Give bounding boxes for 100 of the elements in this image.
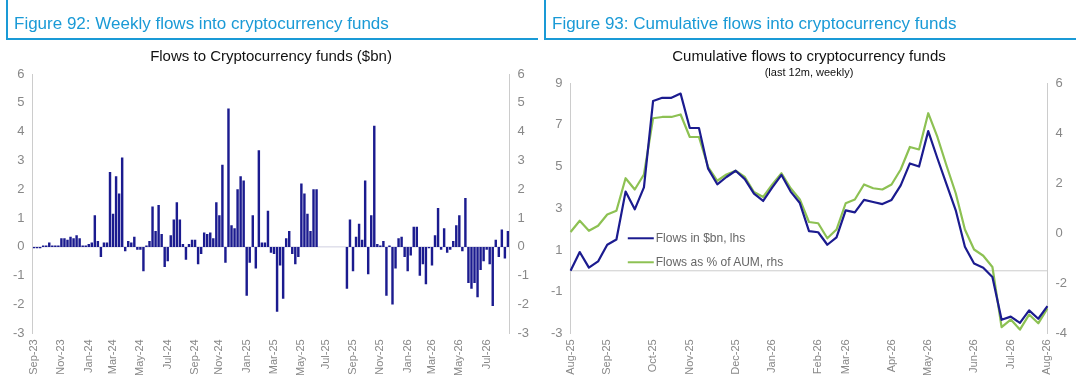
x-tick-label: Nov-25 (373, 339, 386, 375)
x-tick-label: Nov-24 (212, 339, 225, 375)
x-tick-label: Jan-26 (765, 339, 778, 373)
y-tick-label: 1 (17, 209, 25, 225)
bar (75, 235, 78, 247)
x-tick-label: Sep-23 (27, 339, 40, 375)
y-tick-label: -3 (13, 324, 25, 340)
bar (227, 108, 230, 247)
y-tick-label: 5 (17, 94, 25, 110)
x-tick-label: Jan-24 (81, 339, 94, 373)
bar (242, 180, 245, 247)
chart-subtitle: Flows to Cryptocurrency funds ($bn) (150, 47, 392, 65)
y2-tick-label: 2 (517, 180, 525, 196)
y-tick-label: 7 (555, 116, 563, 132)
bar (224, 246, 227, 263)
bar (60, 238, 63, 247)
y2-tick-label: 0 (517, 238, 525, 254)
x-tick-label: Oct-25 (646, 339, 659, 373)
chart-subtitle: Cumulative flows to cryptocurrency funds (672, 47, 946, 65)
bar (69, 236, 72, 247)
y2-tick-label: 6 (517, 65, 525, 81)
bar (239, 176, 242, 247)
x-tick-label: Jul-25 (318, 339, 331, 370)
bar (294, 246, 297, 265)
chart-title: Figure 92: Weekly flows into cryptocurrency funds (6, 0, 538, 40)
y2-tick-label: -3 (517, 324, 529, 340)
y2-tick-label: -2 (1055, 274, 1067, 290)
y2-tick-label: 4 (517, 123, 525, 139)
x-tick-label: Aug-25 (563, 339, 576, 375)
y-tick-label: 3 (17, 152, 25, 168)
y-tick-label: -3 (551, 324, 563, 340)
x-tick-label: May-25 (294, 339, 307, 377)
x-tick-label: Mar-24 (106, 339, 119, 375)
y-tick-label: 4 (17, 123, 25, 139)
bar (215, 202, 218, 247)
x-tick-label: Nov-25 (682, 339, 695, 375)
y-tick-label: 5 (555, 158, 563, 174)
bar (245, 246, 248, 296)
x-tick-label: Mar-25 (267, 339, 280, 375)
x-tick-label: Jan-26 (400, 339, 413, 373)
bar (382, 241, 385, 247)
bar (72, 238, 75, 247)
bar (63, 238, 66, 247)
bar (406, 246, 409, 272)
y-tick-label: 1 (555, 241, 563, 257)
y-tick-label: 2 (17, 180, 25, 196)
bar (142, 246, 145, 272)
bar (221, 164, 224, 247)
x-tick-label: May-26 (452, 339, 465, 377)
bar (458, 215, 461, 247)
bar (385, 246, 388, 296)
y2-tick-label: 4 (1055, 124, 1063, 140)
y2-tick-label: 0 (1055, 224, 1063, 240)
y-tick-label: -1 (13, 267, 25, 283)
y-tick-label: 6 (17, 65, 25, 81)
text: (last 12m, weekly) (764, 65, 854, 78)
x-tick-label: Sep-25 (346, 339, 359, 375)
bar (464, 197, 467, 247)
y-tick-label: 3 (555, 199, 563, 215)
y2-tick-label: -1 (517, 267, 529, 283)
x-tick-label: Aug-26 (1040, 339, 1053, 375)
y2-tick-label: 2 (1055, 174, 1063, 190)
x-tick-label: Jul-24 (160, 339, 173, 370)
bar (78, 238, 81, 247)
x-tick-label: Sep-25 (600, 339, 613, 375)
y2-tick-label: -4 (1055, 324, 1067, 340)
y2-tick-label: -2 (517, 296, 529, 312)
x-tick-label: Sep-24 (188, 339, 201, 375)
y-tick-label: -1 (551, 283, 563, 299)
x-tick-label: Dec-25 (728, 339, 741, 375)
x-tick-label: Mar-26 (838, 339, 851, 375)
x-tick-label: Mar-26 (425, 339, 438, 375)
y-tick-label: -2 (13, 296, 25, 312)
x-tick-label: Jul-26 (1003, 339, 1016, 370)
bar (133, 236, 136, 247)
y2-tick-label: 1 (517, 209, 525, 225)
y-tick-label: 0 (17, 238, 25, 254)
x-tick-label: Jun-26 (967, 339, 980, 373)
bar (300, 183, 303, 247)
x-tick-label: Jan-25 (239, 339, 252, 373)
x-tick-label: Jul-26 (479, 339, 492, 370)
bar (66, 239, 69, 247)
bar (157, 205, 160, 247)
legend-label: Flows as % of AUM, rhs (655, 254, 784, 269)
bar (470, 246, 473, 289)
y2-tick-label: 5 (517, 94, 525, 110)
y2-tick-label: 3 (517, 152, 525, 168)
x-tick-label: May-26 (921, 339, 934, 377)
y-tick-label: 9 (555, 74, 563, 90)
x-tick-label: Nov-23 (54, 339, 67, 375)
bar (400, 236, 403, 247)
bar (312, 189, 315, 247)
chart-title: Figure 93: Cumulative flows into cryptocurrency funds (544, 0, 1076, 40)
y2-tick-label: 6 (1055, 74, 1063, 90)
bar (476, 246, 479, 298)
x-tick-label: Apr-26 (884, 339, 897, 373)
x-tick-label: Feb-26 (811, 339, 824, 375)
legend-label: Flows in $bn, lhs (655, 230, 746, 245)
bar (391, 246, 394, 305)
bar (315, 189, 318, 247)
